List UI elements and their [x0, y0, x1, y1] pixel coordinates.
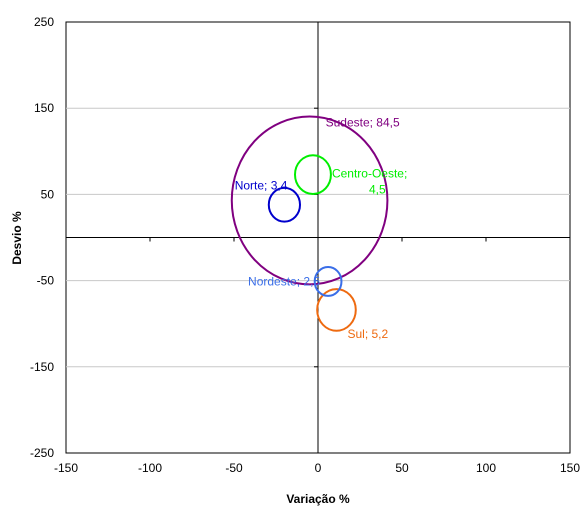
data-label-nordeste: Nordeste; 2,5 — [248, 274, 320, 288]
data-label-centro-oeste: Centro-Oeste; 4,5 — [332, 167, 407, 197]
bubble-sul — [316, 288, 357, 332]
bubble-sudeste — [230, 115, 389, 286]
bubble-norte — [267, 186, 302, 223]
y-tick-labels: -250 -150 -50 50 150 250 — [30, 15, 54, 460]
x-tick-label: 100 — [476, 461, 496, 475]
bubbles — [230, 115, 389, 332]
y-tick-label: -250 — [30, 446, 54, 460]
y-tick-label: 50 — [41, 187, 55, 201]
x-tick-labels: -150 -100 -50 0 50 100 150 — [54, 461, 580, 475]
x-tick-label: -150 — [54, 461, 78, 475]
x-tick-label: 150 — [560, 461, 580, 475]
bubble-centro-oeste — [294, 154, 332, 195]
x-axis-title: Variação % — [286, 492, 350, 506]
y-tick-label: -150 — [30, 360, 54, 374]
y-axis-title: Desvio % — [10, 211, 24, 265]
data-label-norte: Norte; 3,4 — [235, 179, 288, 193]
data-label-sudeste: Sudeste; 84,5 — [326, 115, 400, 129]
x-tick-label: -100 — [138, 461, 162, 475]
y-tick-label: -50 — [37, 274, 55, 288]
x-tick-label: 0 — [315, 461, 322, 475]
axes — [65, 21, 571, 454]
bubble-labels: Sudeste; 84,5 Centro-Oeste; 4,5 Norte; 3,4 N… — [235, 115, 408, 340]
data-label-sul: Sul; 5,2 — [347, 327, 388, 341]
y-tick-label: 250 — [34, 15, 54, 29]
x-tick-label: -50 — [225, 461, 243, 475]
y-tick-label: 150 — [34, 101, 54, 115]
x-tick-label: 50 — [395, 461, 409, 475]
bubble-nordeste — [313, 266, 343, 297]
